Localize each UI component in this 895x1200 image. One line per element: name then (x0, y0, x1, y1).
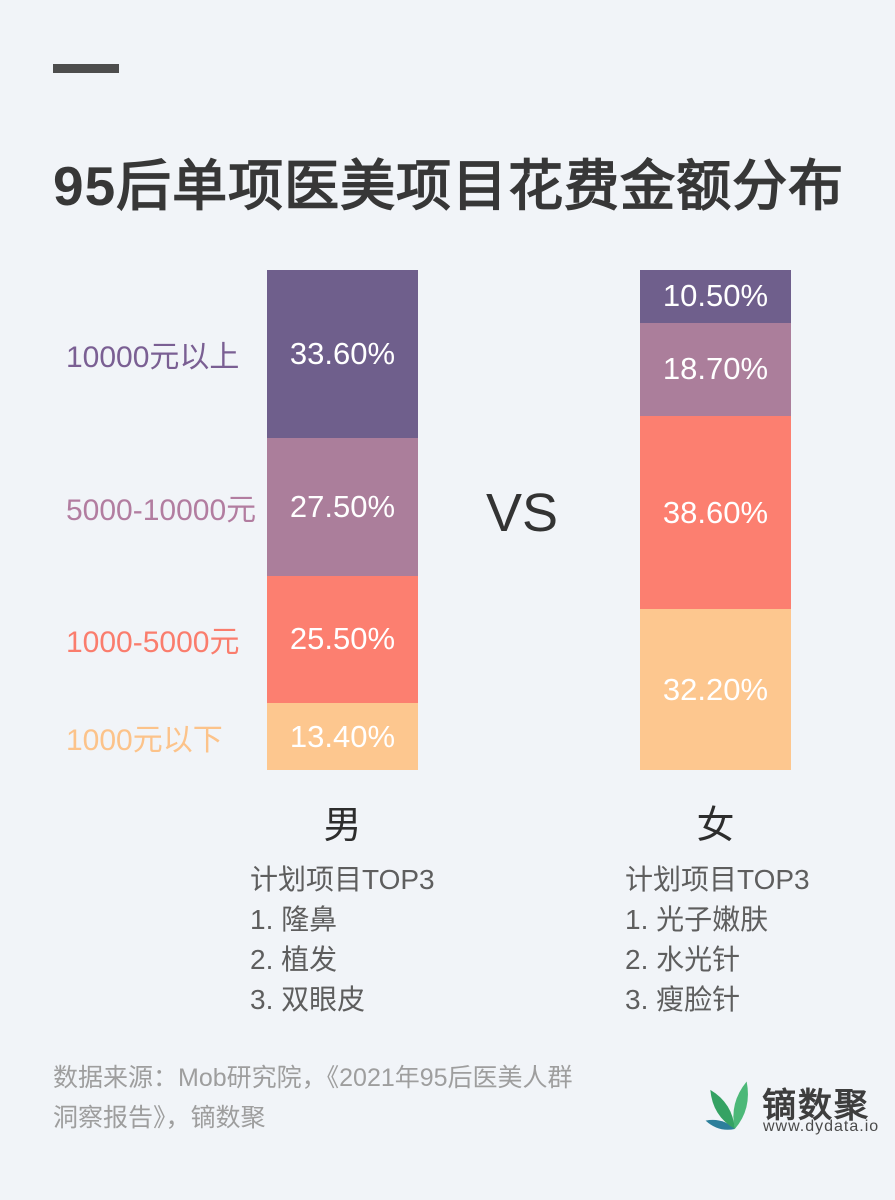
page-title: 95后单项医美项目花费金额分布 (53, 154, 845, 217)
female-segment-5000-10000: 18.70% (640, 322, 791, 416)
female-top3-item-3: 3. 瘦脸针 (625, 984, 741, 1015)
male-segment-under-1000: 13.40% (267, 703, 418, 770)
dydata-leaf-icon (705, 1081, 748, 1130)
male-top3-heading: 计划项目TOP3 (250, 864, 435, 895)
male-top3-item-3: 3. 双眼皮 (250, 984, 366, 1015)
data-source-note: 数据来源：Mob研究院，《2021年95后医美人群 洞察报告》，镝数聚 (53, 1058, 653, 1138)
female-top3-item-2: 2. 水光针 (625, 944, 741, 975)
category-label-5000-10000: 5000-10000元 (66, 493, 257, 527)
female-segment-value-under-1000: 32.20% (662, 671, 769, 707)
female-segment-value-5000-10000: 18.70% (662, 351, 769, 387)
female-segment-value-over-10000: 10.50% (662, 278, 769, 314)
stacked-bar-chart: 10000元以上 5000-10000元 1000-5000元 1000元以下 … (0, 270, 895, 847)
male-segment-value-1000-5000: 25.50% (289, 621, 396, 657)
vs-label: VS (485, 483, 559, 543)
female-axis-label: 女 (696, 805, 735, 847)
category-label-1000-5000: 1000-5000元 (66, 626, 240, 660)
male-top3-list: 计划项目TOP3 1. 隆鼻 2. 植发 3. 双眼皮 (250, 860, 580, 1020)
female-top3-list: 计划项目TOP3 1. 光子嫩肤 2. 水光针 3. 瘦脸针 (625, 860, 885, 1020)
category-legend: 10000元以上 5000-10000元 1000-5000元 1000元以下 (66, 270, 266, 770)
female-segment-over-10000: 10.50% (640, 270, 791, 323)
male-segment-value-over-10000: 33.60% (289, 336, 396, 371)
logo-wordmark: 镝数聚 (762, 1087, 870, 1125)
male-top3-item-2: 2. 植发 (250, 944, 338, 975)
female-segment-under-1000: 32.20% (640, 609, 791, 770)
female-top3-item-1: 1. 光子嫩肤 (625, 904, 769, 935)
title-accent-dash (53, 64, 119, 73)
male-stacked-bar: 33.60% 27.50% 25.50% 13.40% (267, 270, 418, 770)
female-segment-value-1000-5000: 38.60% (662, 494, 769, 530)
category-label-over-10000: 10000元以上 (66, 341, 240, 374)
dydata-logo[interactable]: 镝数聚 www.dydata.io (690, 1066, 878, 1142)
female-stacked-bar: 10.50% 18.70% 38.60% 32.20% (640, 270, 791, 770)
male-segment-1000-5000: 25.50% (267, 575, 418, 703)
data-source-line-2: 洞察报告》，镝数聚 (53, 1104, 266, 1132)
male-top3-item-1: 1. 隆鼻 (250, 904, 338, 935)
category-label-under-1000: 1000元以下 (66, 723, 223, 757)
female-top3-heading: 计划项目TOP3 (625, 864, 810, 895)
male-segment-value-5000-10000: 27.50% (289, 488, 396, 524)
female-segment-1000-5000: 38.60% (640, 416, 791, 609)
male-segment-over-10000: 33.60% (267, 270, 418, 438)
male-segment-5000-10000: 27.50% (267, 438, 418, 576)
logo-url: www.dydata.io (763, 1118, 880, 1135)
data-source-line-1: 数据来源：Mob研究院，《2021年95后医美人群 (53, 1064, 573, 1092)
male-segment-value-under-1000: 13.40% (289, 718, 396, 754)
male-axis-label: 男 (323, 805, 362, 847)
